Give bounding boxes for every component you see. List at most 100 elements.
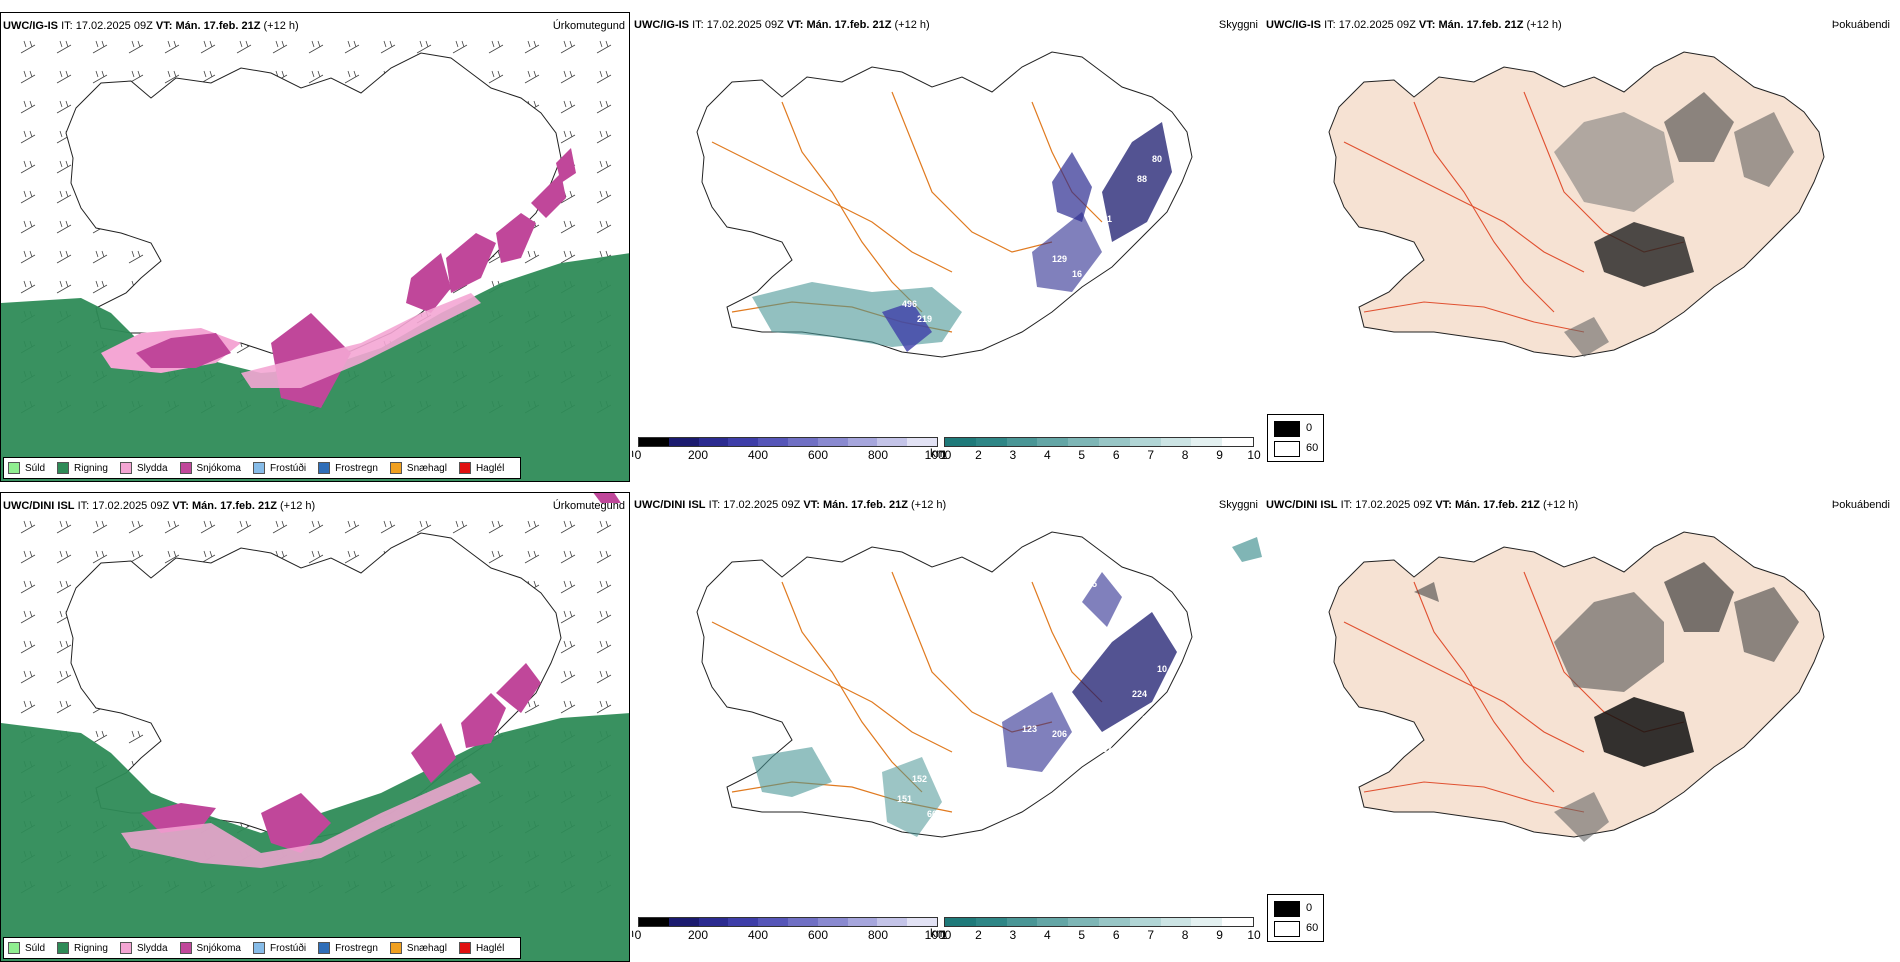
colorbar-tick-label: 3	[1009, 928, 1017, 942]
wind-barb	[56, 700, 72, 714]
colorbar-tick-label: 10	[1247, 928, 1261, 942]
wind-barb	[164, 70, 180, 84]
colorbar-segment	[907, 438, 937, 446]
visibility-value-label: 151	[897, 794, 912, 804]
wind-barb	[344, 40, 360, 54]
colorbar-tick-label: 8	[1181, 928, 1189, 942]
wind-barb	[92, 280, 108, 294]
wind-barb	[524, 40, 540, 54]
wind-barb	[488, 550, 504, 564]
colorbar-segment	[698, 918, 729, 926]
wind-barb	[560, 520, 576, 534]
fog-panel-row1: Þokuábendi 0 60	[1264, 12, 1894, 482]
wind-barb	[560, 70, 576, 84]
colorbar-segment	[639, 918, 669, 926]
colorbar-tick-label: 0	[634, 448, 642, 462]
wind-barb	[56, 670, 72, 684]
colorbar-segment	[698, 438, 729, 446]
wind-barb	[200, 70, 216, 84]
wind-barb	[20, 40, 36, 54]
wind-barb	[56, 550, 72, 564]
colorbar-segment	[787, 438, 818, 446]
panel-type-title: Skyggni	[1218, 19, 1258, 31]
colorbar-segment	[668, 438, 699, 446]
colorbar-segment	[847, 918, 878, 926]
visibility-value-label: 496	[902, 299, 917, 309]
legend-item: Súld	[8, 942, 45, 954]
colorbar-segment	[975, 438, 1007, 446]
wind-barb	[560, 670, 576, 684]
colorbar-segment	[975, 918, 1007, 926]
colorbar-tick-label: 10	[1247, 448, 1261, 462]
wind-barb	[560, 130, 576, 144]
wind-barb	[452, 40, 468, 54]
colorbar-tick-label: 600	[807, 928, 829, 942]
legend-swatch	[119, 462, 132, 474]
wind-barb	[92, 730, 108, 744]
wind-barb	[488, 70, 504, 84]
colorbar-tick-label: 9	[1216, 448, 1223, 462]
precip-type-panel-row2: UWC/DINI ISL IT: 17.02.2025 09Z VT: Mán.…	[0, 492, 630, 962]
precip-type-panel-row1: UWC/IG-IS IT: 17.02.2025 09Z VT: Mán. 17…	[0, 12, 630, 482]
panel-title: UWC/IG-IS IT: 17.02.2025 09Z VT: Mán. 17…	[1266, 19, 1562, 31]
colorbar-tick-label: 2	[975, 928, 982, 942]
visibility-value-label: 13	[1042, 194, 1052, 204]
legend-swatch	[318, 942, 331, 954]
wind-barb	[20, 670, 36, 684]
visibility-value-label: 14	[1032, 174, 1042, 184]
wind-barb	[20, 190, 36, 204]
wind-barb	[596, 640, 612, 654]
wind-barb	[20, 160, 36, 174]
colorbar-segment	[1098, 438, 1130, 446]
colorbar-tick-label: 1000	[924, 448, 952, 462]
colorbar-tick-label: 800	[867, 448, 889, 462]
visibility-value-label: 17	[1142, 714, 1152, 724]
wind-barb	[560, 250, 576, 264]
legend-item: Snæhagl	[389, 942, 447, 954]
colorbar-segment	[1006, 438, 1038, 446]
wind-barb	[560, 100, 576, 114]
wind-barb	[92, 550, 108, 564]
panel-title: UWC/DINI ISL IT: 17.02.2025 09Z VT: Mán.…	[634, 499, 947, 511]
colorbar-tick-label: 400	[747, 448, 769, 462]
wind-barb	[92, 40, 108, 54]
panel-title: UWC/DINI ISL IT: 17.02.2025 09Z VT: Mán.…	[1266, 499, 1579, 511]
legend-item: Frostúði	[252, 462, 306, 474]
wind-barb	[488, 40, 504, 54]
wind-barb	[20, 520, 36, 534]
panel-type-title: Þokuábendi	[1831, 499, 1890, 511]
wind-barb	[92, 250, 108, 264]
colorbar-tick-label: 1000	[924, 928, 952, 942]
visibility-value-label: 123	[1022, 724, 1037, 734]
colorbar-segment	[1129, 438, 1161, 446]
colorbar-segment	[758, 438, 788, 446]
legend-swatch	[57, 942, 70, 954]
legend-swatch	[389, 942, 402, 954]
fog-map-row1	[1328, 51, 1825, 358]
legend-item: Súld	[8, 462, 45, 474]
legend-swatch	[179, 462, 192, 474]
colorbar-segment	[877, 918, 908, 926]
wind-barb	[164, 40, 180, 54]
wind-barb	[20, 220, 36, 234]
visibility-value-label: 15	[1087, 579, 1097, 589]
fog-legend-swatch-0	[1274, 901, 1300, 917]
legend-swatch	[389, 462, 402, 474]
fog-legend: 0 60	[1267, 894, 1324, 942]
wind-barb	[488, 520, 504, 534]
legend-swatch	[179, 942, 192, 954]
colorbar-segment	[1098, 918, 1130, 926]
m-colorbar-ticks: 0 200 400 600 800 1000	[635, 927, 952, 942]
precip-map-row2	[1, 493, 629, 961]
visibility-m-colorbar: 0 200 400 600 800 1000 m	[632, 917, 952, 942]
km-colorbar-bar	[944, 437, 1254, 447]
visibility-m-colorbar: 0 200 400 600 800 1000 m	[632, 437, 951, 462]
visibility-value-label: 193	[1012, 679, 1027, 689]
wind-barb	[272, 520, 288, 534]
visibility-km-colorbar: 1 2 3 4 5 6 7 8 9 10 km	[930, 437, 1261, 462]
panel-title: UWC/IG-IS IT: 17.02.2025 09Z VT: Mán. 17…	[3, 20, 299, 32]
wind-barb	[380, 520, 396, 534]
wind-barb	[308, 70, 324, 84]
legend-item: Snæhagl	[389, 462, 447, 474]
wind-barb	[560, 610, 576, 624]
